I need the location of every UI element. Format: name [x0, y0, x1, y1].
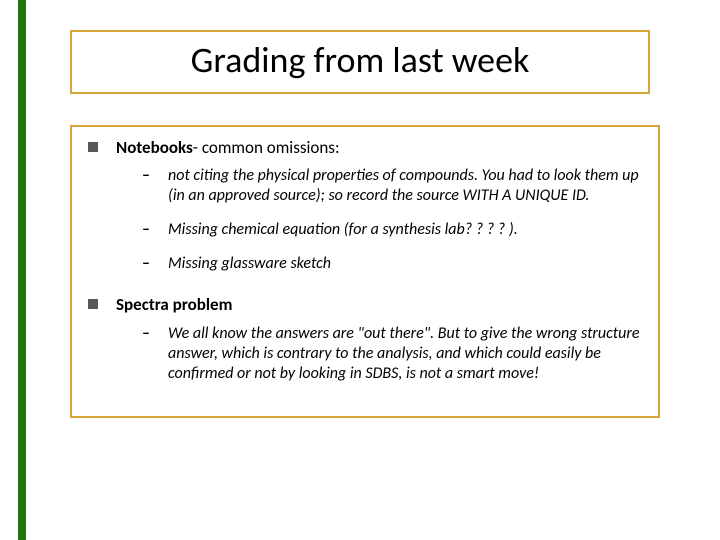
- sub-list: – We all know the answers are "out there…: [142, 324, 642, 384]
- sub-item: – We all know the answers are "out there…: [142, 324, 642, 384]
- sub-text: Missing glassware sketch: [168, 254, 331, 274]
- bullet-text: Spectra problem: [116, 294, 232, 315]
- dash-bullet-icon: –: [142, 166, 160, 185]
- sub-list: – not citing the physical properties of …: [142, 166, 642, 274]
- bullet-bold-label: Notebooks: [116, 137, 193, 158]
- slide-title: Grading from last week: [84, 38, 636, 82]
- title-box: Grading from last week: [70, 30, 650, 94]
- sub-text: not citing the physical properties of co…: [168, 166, 642, 206]
- bullet-rest-label: - common omissions:: [193, 137, 340, 158]
- bullet-text: Notebooks- common omissions:: [116, 137, 340, 158]
- sub-text: We all know the answers are "out there".…: [168, 324, 642, 384]
- sub-item: – Missing glassware sketch: [142, 254, 642, 274]
- square-bullet-icon: [88, 142, 98, 152]
- left-accent-bar: [18, 0, 26, 540]
- square-bullet-icon: [88, 299, 98, 309]
- dash-bullet-icon: –: [142, 324, 160, 343]
- content-box: Notebooks- common omissions: – not citin…: [70, 125, 660, 418]
- bullet-bold-label: Spectra problem: [116, 294, 232, 315]
- sub-text: Missing chemical equation (for a synthes…: [168, 220, 518, 240]
- sub-item: – not citing the physical properties of …: [142, 166, 642, 206]
- bullet-item: Notebooks- common omissions:: [88, 137, 642, 158]
- dash-bullet-icon: –: [142, 220, 160, 239]
- sub-item: – Missing chemical equation (for a synth…: [142, 220, 642, 240]
- dash-bullet-icon: –: [142, 254, 160, 273]
- bullet-item: Spectra problem: [88, 294, 642, 315]
